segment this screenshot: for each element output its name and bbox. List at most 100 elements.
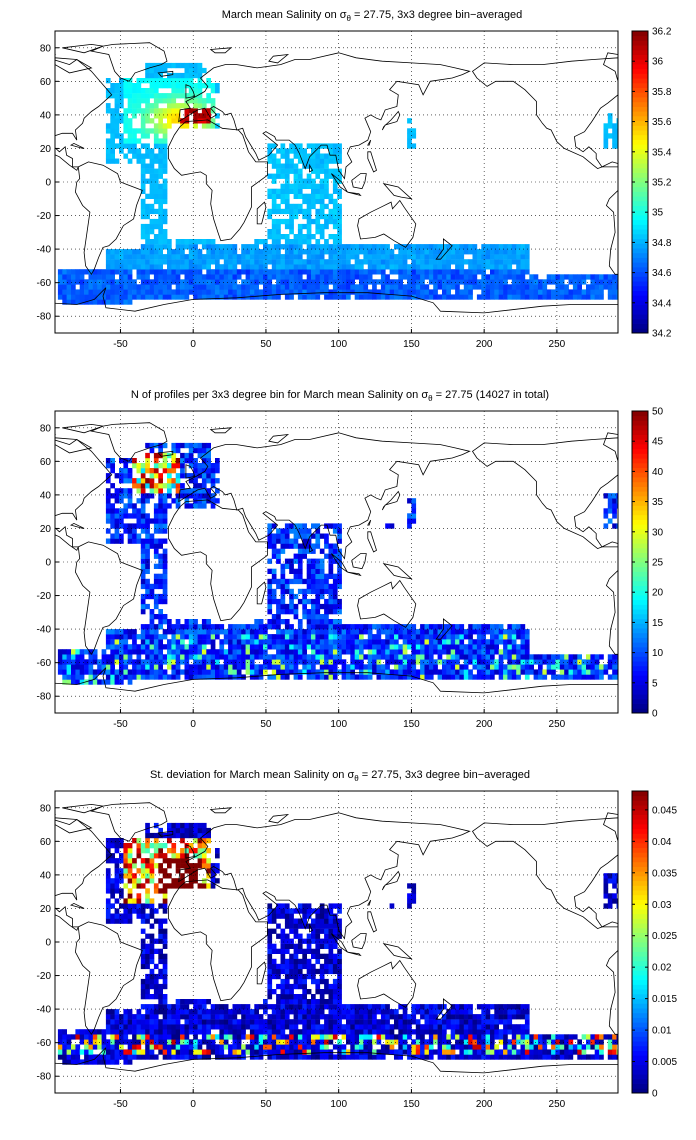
data-cell — [267, 928, 273, 934]
data-cell — [153, 624, 159, 630]
colorbar-swatch — [632, 73, 648, 79]
data-cell — [175, 868, 181, 874]
data-cell — [57, 1044, 63, 1050]
data-cell — [354, 649, 360, 655]
data-cell — [315, 593, 321, 600]
data-cell — [171, 634, 177, 640]
data-cell — [520, 294, 526, 300]
data-cell — [302, 523, 307, 529]
data-cell — [236, 1024, 242, 1030]
data-cell — [498, 279, 504, 285]
data-cell — [140, 1049, 146, 1055]
data-cell — [210, 878, 216, 884]
data-cell — [446, 644, 451, 650]
data-cell — [468, 249, 473, 255]
data-cell — [324, 153, 329, 159]
data-cell — [119, 274, 124, 280]
data-cell — [511, 259, 517, 265]
data-cell — [136, 128, 142, 134]
data-cell — [219, 629, 225, 635]
data-cell — [332, 269, 338, 275]
data-cell — [110, 88, 115, 94]
data-cell — [175, 463, 181, 469]
theta-subscript: θ — [354, 774, 359, 783]
data-cell — [175, 1029, 181, 1035]
data-cell — [280, 1004, 286, 1010]
data-cell — [175, 72, 181, 79]
data-cell — [162, 1014, 168, 1020]
data-cell — [162, 503, 168, 509]
data-cell — [394, 629, 399, 635]
data-cell — [289, 603, 294, 610]
data-cell — [551, 279, 556, 285]
data-cell — [254, 669, 259, 675]
data-cell — [498, 274, 504, 280]
data-cell — [472, 664, 478, 670]
data-cell — [201, 244, 207, 250]
data-cell — [367, 644, 373, 650]
data-cell — [210, 639, 216, 645]
data-cell — [459, 279, 465, 285]
data-cell — [110, 158, 115, 164]
data-cell — [145, 578, 150, 585]
data-cell — [332, 674, 338, 680]
data-cell — [162, 999, 168, 1005]
data-cell — [149, 478, 155, 484]
data-cell — [276, 1049, 281, 1055]
colorbar-swatch — [632, 415, 648, 421]
data-cell — [136, 1034, 142, 1040]
data-cell — [136, 98, 142, 104]
data-cell — [263, 639, 268, 645]
data-cell — [420, 259, 425, 265]
data-cell — [503, 649, 508, 655]
data-cell — [92, 274, 98, 280]
data-cell — [114, 634, 120, 640]
data-cell — [289, 953, 294, 959]
data-cell — [289, 254, 294, 260]
data-cell — [376, 634, 382, 640]
coastline — [347, 191, 362, 197]
data-cell — [271, 948, 277, 954]
data-cell — [267, 538, 273, 544]
data-cell — [245, 664, 251, 670]
data-cell — [206, 458, 211, 464]
data-cell — [84, 1039, 89, 1045]
data-cell — [149, 259, 155, 265]
data-cell — [324, 639, 329, 645]
data-cell — [420, 264, 425, 270]
data-cell — [280, 583, 286, 590]
data-cell — [564, 289, 569, 295]
data-cell — [180, 62, 185, 69]
data-cell — [306, 264, 312, 270]
data-cell — [175, 674, 181, 680]
data-cell — [162, 1049, 168, 1055]
data-cell — [341, 624, 347, 630]
data-cell — [254, 629, 259, 635]
data-cell — [324, 259, 329, 265]
coastline — [603, 432, 618, 462]
data-cell — [363, 639, 369, 645]
data-cell — [267, 644, 273, 650]
data-cell — [341, 289, 347, 295]
data-cell — [127, 279, 133, 285]
data-cell — [490, 279, 495, 285]
data-cell — [297, 294, 303, 300]
data-cell — [105, 93, 111, 99]
data-cell — [385, 254, 390, 260]
data-cell — [105, 918, 111, 924]
data-cell — [394, 244, 399, 250]
data-cell — [542, 294, 548, 300]
data-cell — [158, 674, 163, 680]
data-cell — [328, 588, 334, 595]
data-cell — [188, 108, 194, 114]
data-cell — [258, 1024, 264, 1030]
data-cell — [206, 634, 211, 640]
data-cell — [616, 279, 618, 285]
data-cell — [293, 609, 299, 615]
data-cell — [241, 659, 246, 665]
data-cell — [297, 239, 303, 245]
data-cell — [306, 218, 312, 225]
data-cell — [376, 249, 382, 255]
data-cell — [149, 634, 155, 640]
data-cell — [337, 223, 342, 230]
